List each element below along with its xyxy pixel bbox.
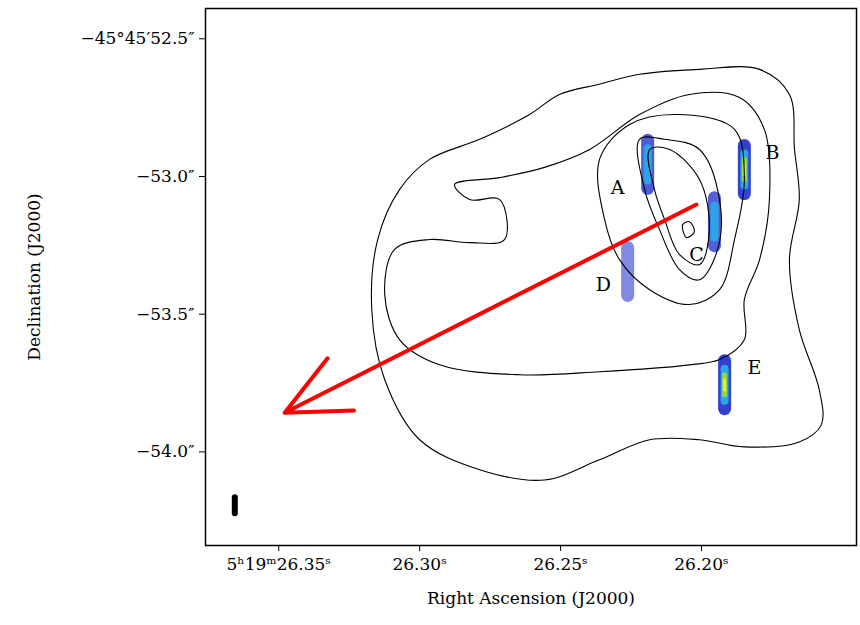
svg-text:5ʰ19ᵐ26.35ˢ: 5ʰ19ᵐ26.35ˢ xyxy=(226,554,331,574)
svg-text:26.30ˢ: 26.30ˢ xyxy=(392,554,446,574)
svg-text:−53.0″: −53.0″ xyxy=(136,166,194,186)
svg-text:−54.0″: −54.0″ xyxy=(136,441,194,461)
svg-text:26.20ˢ: 26.20ˢ xyxy=(674,554,728,574)
svg-text:−45°45′52.5″: −45°45′52.5″ xyxy=(80,28,194,48)
svg-text:B: B xyxy=(766,141,780,163)
svg-text:Declination (J2000): Declination (J2000) xyxy=(24,193,44,360)
svg-text:A: A xyxy=(610,176,625,198)
svg-text:Right Ascension (J2000): Right Ascension (J2000) xyxy=(427,588,635,608)
svg-text:C: C xyxy=(689,243,704,265)
svg-text:26.25ˢ: 26.25ˢ xyxy=(533,554,587,574)
svg-text:E: E xyxy=(748,356,762,378)
svg-text:−53.5″: −53.5″ xyxy=(136,304,194,324)
svg-text:D: D xyxy=(596,273,611,295)
